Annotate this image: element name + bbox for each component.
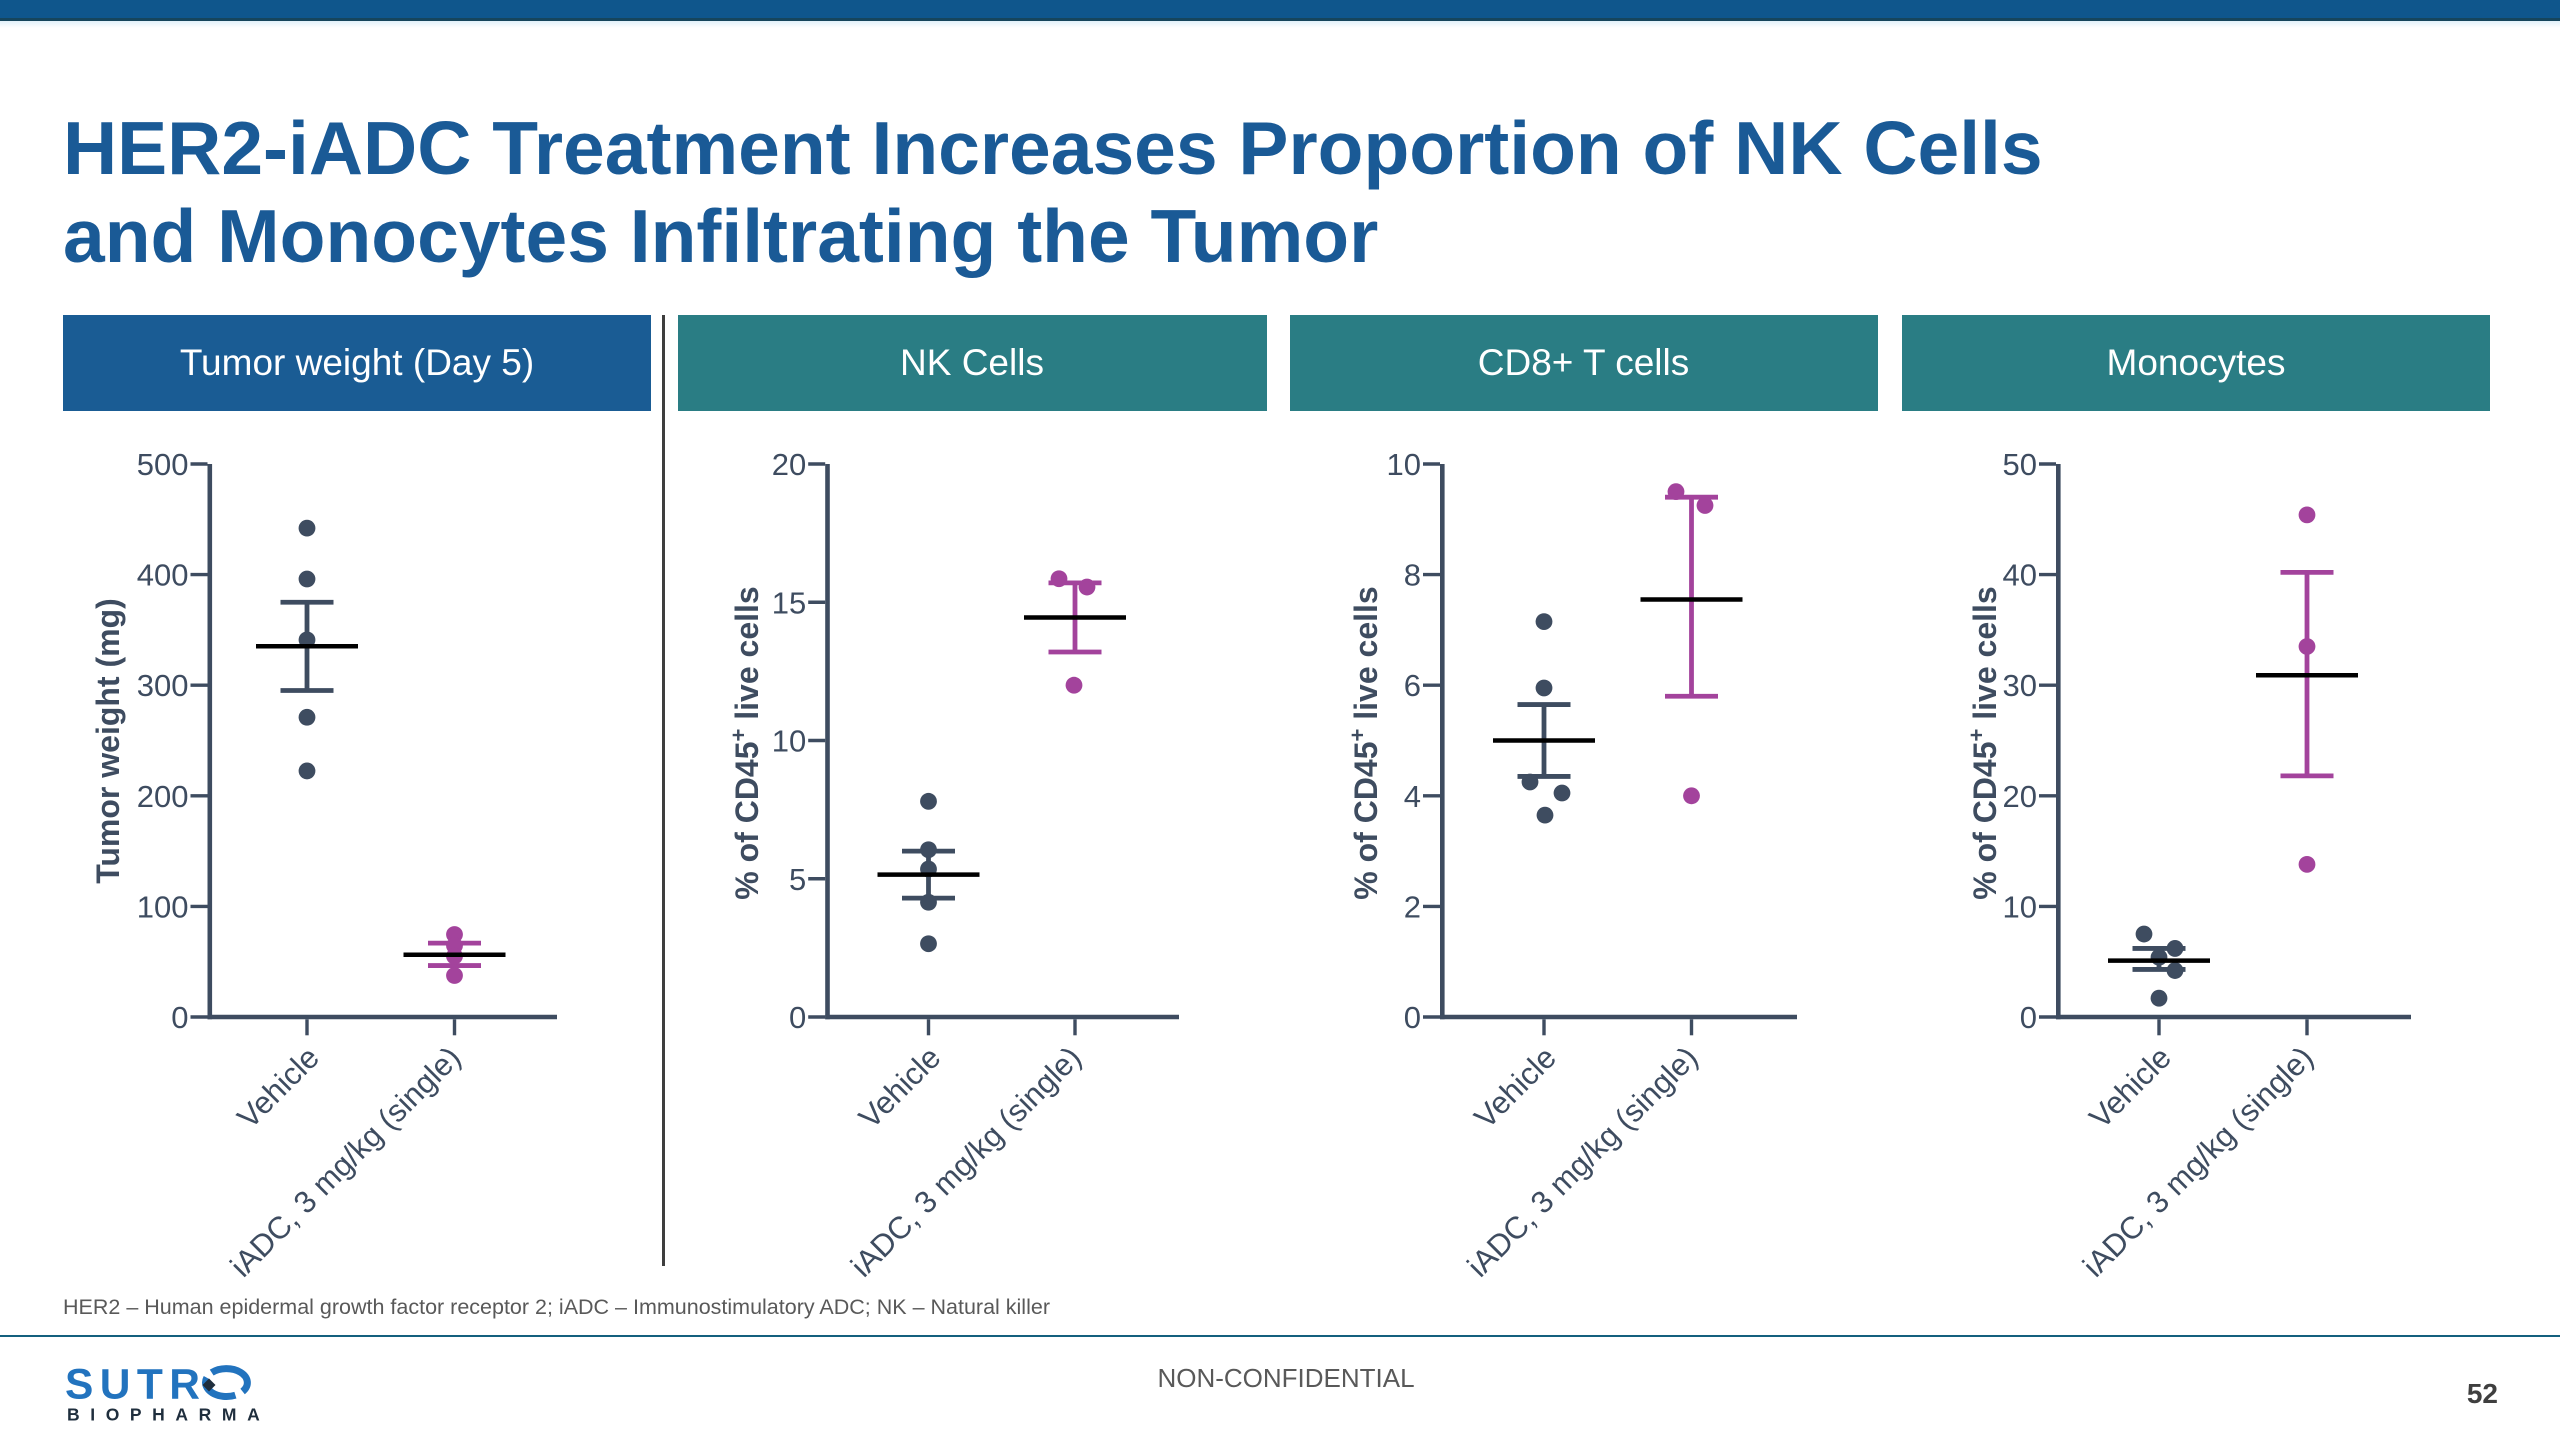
svg-text:10: 10 <box>1387 447 1421 482</box>
svg-text:Vehicle: Vehicle <box>231 1040 326 1135</box>
svg-text:100: 100 <box>137 889 189 924</box>
svg-text:4: 4 <box>1404 779 1421 814</box>
svg-text:6: 6 <box>1404 668 1421 703</box>
svg-text:iADC, 3 mg/kg (single): iADC, 3 mg/kg (single) <box>2076 1040 2320 1284</box>
svg-text:Vehicle: Vehicle <box>1468 1040 1563 1135</box>
svg-text:500: 500 <box>137 447 189 482</box>
svg-text:Vehicle: Vehicle <box>852 1040 947 1135</box>
svg-text:8: 8 <box>1404 558 1421 593</box>
svg-text:% of CD45+ live cells: % of CD45+ live cells <box>1345 586 1384 899</box>
svg-text:10: 10 <box>772 724 806 759</box>
svg-text:15: 15 <box>772 585 806 620</box>
svg-text:% of CD45+ live cells: % of CD45+ live cells <box>1964 586 2003 899</box>
svg-text:200: 200 <box>137 779 189 814</box>
svg-text:5: 5 <box>789 862 806 897</box>
svg-text:Vehicle: Vehicle <box>2083 1040 2178 1135</box>
svg-text:% of CD45+ live cells: % of CD45+ live cells <box>726 586 765 899</box>
svg-text:50: 50 <box>2003 447 2037 482</box>
svg-text:0: 0 <box>2020 1000 2037 1035</box>
svg-text:30: 30 <box>2003 668 2037 703</box>
svg-text:SUTR: SUTR <box>65 1362 206 1409</box>
svg-text:0: 0 <box>171 1000 188 1035</box>
svg-text:iADC, 3 mg/kg (single): iADC, 3 mg/kg (single) <box>844 1040 1088 1284</box>
svg-text:10: 10 <box>2003 889 2037 924</box>
svg-text:20: 20 <box>772 447 806 482</box>
svg-text:iADC, 3 mg/kg (single): iADC, 3 mg/kg (single) <box>223 1040 467 1284</box>
svg-text:BIOPHARMA: BIOPHARMA <box>67 1405 270 1425</box>
svg-text:300: 300 <box>137 668 189 703</box>
svg-text:0: 0 <box>789 1000 806 1035</box>
svg-text:400: 400 <box>137 558 189 593</box>
svg-text:iADC, 3 mg/kg (single): iADC, 3 mg/kg (single) <box>1460 1040 1704 1284</box>
svg-text:2: 2 <box>1404 889 1421 924</box>
svg-text:Tumor weight (mg): Tumor weight (mg) <box>90 598 126 884</box>
svg-text:20: 20 <box>2003 779 2037 814</box>
svg-text:0: 0 <box>1404 1000 1421 1035</box>
svg-text:40: 40 <box>2003 558 2037 593</box>
